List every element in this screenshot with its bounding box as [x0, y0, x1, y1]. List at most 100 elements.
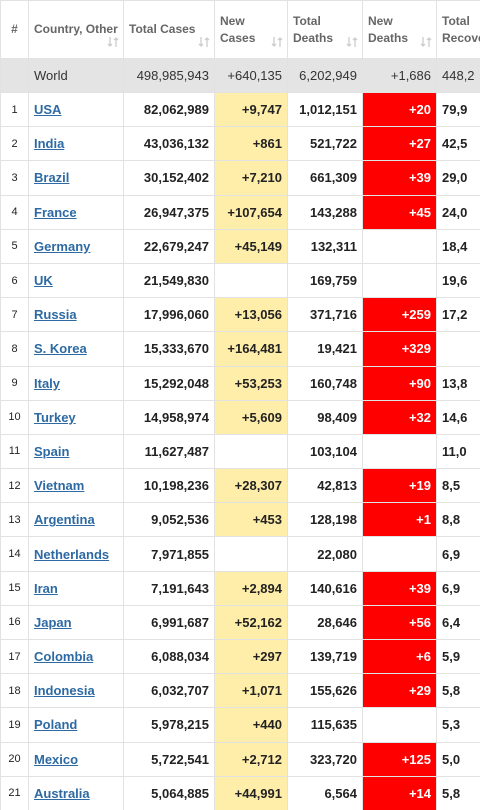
cell: +44,991 — [214, 775, 288, 810]
cell: Japan — [28, 604, 124, 641]
row-number: 19 — [0, 707, 29, 743]
cell: Argentina — [28, 502, 124, 538]
sort-icon — [107, 37, 119, 47]
country-row: 17 Colombia 6,088,034 +297 139,719 +6 5,9 — [0, 638, 480, 675]
country-link[interactable]: Brazil — [34, 170, 70, 186]
cell: World — [28, 58, 124, 93]
cell: 6,9 — [436, 570, 480, 606]
country-row: 7 Russia 17,996,060 +13,056 371,716 +259 17,2 — [0, 297, 480, 333]
row-number — [0, 58, 29, 93]
cell: 6,032,707 — [123, 673, 215, 709]
cell: Netherlands — [28, 536, 124, 572]
cell — [436, 331, 480, 367]
cell: 8,8 — [436, 502, 480, 538]
country-row: 16 Japan 6,991,687 +52,162 28,646 +56 6,4 — [0, 604, 480, 641]
country-link[interactable]: Vietnam — [34, 478, 85, 494]
cell: Russia — [28, 297, 124, 333]
country-row: 1 USA 82,062,989 +9,747 1,012,151 +20 79,9 — [0, 91, 480, 128]
country-link[interactable]: France — [34, 204, 77, 220]
row-number: 16 — [0, 604, 29, 641]
country-link[interactable]: Turkey — [34, 409, 76, 425]
row-number: 7 — [0, 297, 29, 333]
country-row: 19 Poland 5,978,215 +440 115,635 5,3 — [0, 707, 480, 743]
country-link[interactable]: Spain — [34, 443, 70, 459]
country-link[interactable]: India — [34, 136, 65, 152]
cell: +107,654 — [214, 194, 288, 230]
country-link[interactable]: Italy — [34, 375, 61, 391]
cell: 19,6 — [436, 262, 480, 299]
column-header[interactable]: Total Recove — [436, 0, 480, 59]
cell: Australia — [28, 775, 124, 810]
cell: 1,012,151 — [287, 91, 363, 128]
country-link[interactable]: Australia — [34, 785, 90, 801]
country-row: 13 Argentina 9,052,536 +453 128,198 +1 8,8 — [0, 502, 480, 538]
country-link[interactable]: S. Korea — [34, 341, 87, 357]
cell — [362, 433, 437, 470]
country-link[interactable]: Argentina — [34, 512, 95, 528]
cell: 43,036,132 — [123, 126, 215, 162]
cell: Brazil — [28, 160, 124, 196]
cell: 5,9 — [436, 638, 480, 675]
country-link[interactable]: Poland — [34, 717, 78, 733]
country-link[interactable]: Colombia — [34, 649, 94, 665]
cell: +56 — [362, 604, 437, 641]
country-row: 11 Spain 11,627,487 103,104 11,0 — [0, 433, 480, 470]
row-number: 18 — [0, 673, 29, 709]
cell: 132,311 — [287, 228, 363, 264]
cell: Italy — [28, 365, 124, 401]
row-number: 13 — [0, 502, 29, 538]
cell: Iran — [28, 570, 124, 606]
cell: 17,2 — [436, 297, 480, 333]
country-row: 4 France 26,947,375 +107,654 143,288 +45 24,0 — [0, 194, 480, 230]
country-link[interactable]: Japan — [34, 614, 72, 630]
cell: 15,292,048 — [123, 365, 215, 401]
cell: +45 — [362, 194, 437, 230]
country-link[interactable]: Germany — [34, 238, 91, 254]
country-link[interactable]: UK — [34, 273, 53, 289]
cell: 323,720 — [287, 741, 363, 777]
cell: 13,8 — [436, 365, 480, 401]
cell: +440 — [214, 707, 288, 743]
country-link[interactable]: Russia — [34, 307, 77, 323]
cell: 82,062,989 — [123, 91, 215, 128]
row-number: 17 — [0, 638, 29, 675]
cell: +297 — [214, 638, 288, 675]
cell: 98,409 — [287, 399, 363, 435]
header-text: Country, Other — [34, 22, 118, 36]
cell: 5,722,541 — [123, 741, 215, 777]
country-link[interactable]: Indonesia — [34, 683, 95, 699]
country-link[interactable]: Mexico — [34, 751, 79, 767]
column-header[interactable]: New Deaths — [362, 0, 437, 59]
cell: +28,307 — [214, 468, 288, 504]
column-header[interactable]: Total Cases — [123, 0, 215, 59]
row-number: 3 — [0, 160, 29, 196]
column-header[interactable]: Total Deaths — [287, 0, 363, 59]
cell: +90 — [362, 365, 437, 401]
cell: 26,947,375 — [123, 194, 215, 230]
cell: India — [28, 126, 124, 162]
column-header: # — [0, 0, 29, 59]
cell: 140,616 — [287, 570, 363, 606]
country-link[interactable]: Netherlands — [34, 546, 110, 562]
cell: 521,722 — [287, 126, 363, 162]
cell: +125 — [362, 741, 437, 777]
cell: Mexico — [28, 741, 124, 777]
cell: +1,686 — [362, 58, 437, 93]
cell: 21,549,830 — [123, 262, 215, 299]
column-header[interactable]: New Cases — [214, 0, 288, 59]
cell: +14 — [362, 775, 437, 810]
cell: Vietnam — [28, 468, 124, 504]
country-link[interactable]: USA — [34, 102, 62, 118]
cell: 19,421 — [287, 331, 363, 367]
cell: +39 — [362, 160, 437, 196]
cell: 5,3 — [436, 707, 480, 743]
column-header[interactable]: Country, Other — [28, 0, 124, 59]
cell: +19 — [362, 468, 437, 504]
country-link[interactable]: Iran — [34, 580, 58, 596]
cell — [214, 433, 288, 470]
cell: +259 — [362, 297, 437, 333]
country-row: 12 Vietnam 10,198,236 +28,307 42,813 +19 8,5 — [0, 468, 480, 504]
cell: +52,162 — [214, 604, 288, 641]
cell: 15,333,670 — [123, 331, 215, 367]
